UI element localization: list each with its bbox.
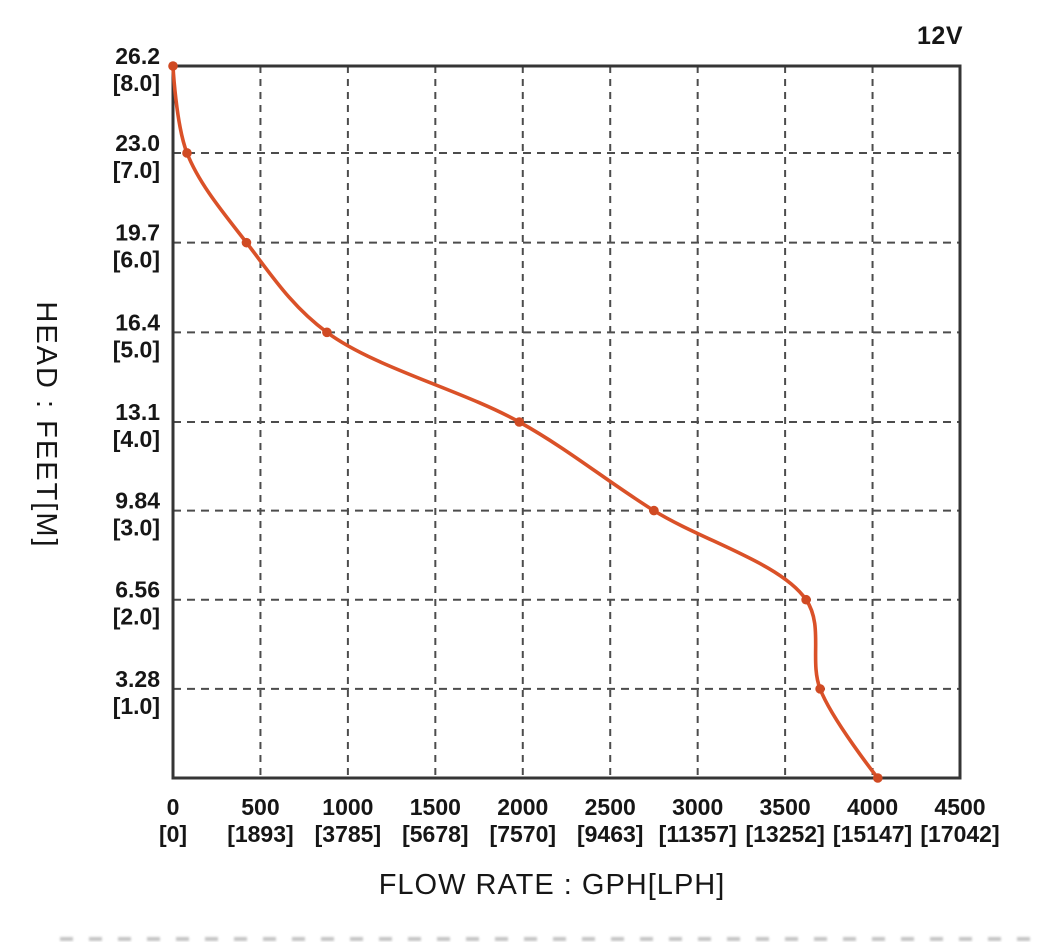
scan-artifact-line: [60, 937, 1040, 941]
data-point-marker: [182, 148, 192, 158]
x-tick-lph: [0]: [159, 821, 187, 847]
voltage-badge: 12V: [917, 22, 963, 50]
x-tick-lph: [17042]: [920, 821, 999, 847]
y-tick-feet: 16.4: [115, 309, 160, 335]
y-tick-m: [4.0]: [113, 426, 160, 452]
x-tick-lph: [3785]: [315, 821, 381, 847]
x-tick-lph: [5678]: [402, 821, 468, 847]
y-tick-feet: 23.0: [115, 130, 160, 156]
x-tick-gph: 500: [241, 794, 279, 820]
x-tick-gph: 3000: [672, 794, 723, 820]
x-tick-lph: [11357]: [659, 821, 737, 847]
x-tick-gph: 0: [167, 794, 180, 820]
x-tick-gph: 1000: [322, 794, 373, 820]
data-point-marker: [873, 773, 883, 783]
x-axis-title: FLOW RATE : GPH[LPH]: [378, 869, 726, 901]
y-tick-feet: 13.1: [115, 399, 160, 425]
y-tick-m: [2.0]: [113, 604, 160, 630]
data-point-marker: [815, 684, 825, 694]
x-tick-gph: 4000: [847, 794, 898, 820]
x-tick-lph: [9463]: [577, 821, 643, 847]
y-tick-feet: 6.56: [115, 577, 160, 603]
y-tick-m: [1.0]: [113, 693, 160, 719]
y-tick-feet: 3.28: [115, 666, 160, 692]
data-point-marker: [168, 61, 178, 71]
x-tick-lph: [7570]: [490, 821, 556, 847]
x-tick-lph: [13252]: [745, 821, 824, 847]
data-point-marker: [514, 417, 525, 427]
data-point-marker: [241, 237, 252, 248]
y-tick-m: [5.0]: [113, 336, 160, 362]
y-axis-title: HEAD : FEET[M]: [30, 301, 62, 549]
y-tick-m: [3.0]: [113, 515, 160, 541]
data-point-marker: [649, 505, 659, 516]
x-tick-lph: [15147]: [833, 821, 912, 847]
y-tick-m: [7.0]: [113, 157, 160, 183]
data-point-marker: [801, 594, 811, 605]
x-tick-gph: 2500: [585, 794, 636, 820]
x-tick-lph: [1893]: [227, 821, 293, 847]
x-tick-gph: 3500: [760, 794, 811, 820]
x-tick-gph: 1500: [410, 794, 461, 820]
y-tick-m: [8.0]: [113, 70, 160, 96]
y-tick-m: [6.0]: [113, 247, 160, 273]
y-tick-feet: 9.84: [115, 488, 160, 514]
x-tick-gph: 2000: [497, 794, 548, 820]
data-point-marker: [322, 327, 332, 338]
y-tick-feet: 19.7: [115, 220, 160, 246]
x-tick-gph: 4500: [934, 794, 985, 820]
plot-frame: [171, 64, 962, 780]
y-tick-feet: 26.2: [115, 43, 160, 69]
